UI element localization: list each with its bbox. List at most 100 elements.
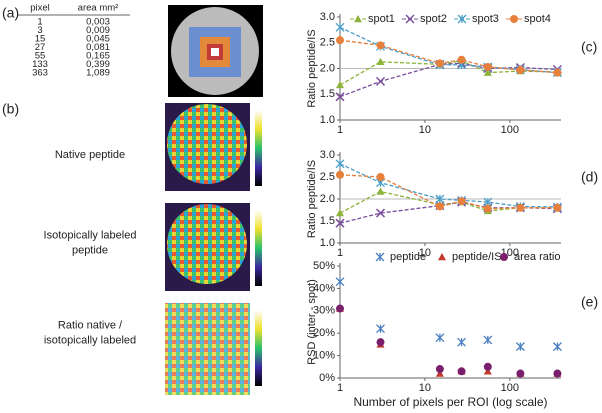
table-header: pixel — [30, 3, 50, 14]
legend-label: peptide — [390, 251, 426, 263]
heatmap-bg — [165, 303, 250, 395]
marker — [435, 202, 444, 211]
legend-marker — [500, 253, 508, 261]
y-tick-label: 30% — [313, 305, 335, 317]
y-axis-label: Ratio peptide/IS — [306, 160, 318, 238]
series-line — [339, 190, 558, 214]
panel-label: (c) — [581, 39, 597, 55]
legend-label: spot2 — [420, 13, 447, 25]
legend-label: peptide/IS — [452, 251, 502, 263]
marker — [435, 369, 444, 377]
series-line — [339, 163, 558, 208]
marker — [516, 66, 525, 75]
marker — [483, 362, 492, 371]
legend-label: spot3 — [472, 13, 499, 25]
heatmap — [165, 203, 262, 291]
colorbar — [255, 110, 262, 186]
panel-label: (b) — [2, 101, 19, 117]
panel-label: (e) — [581, 294, 598, 310]
marker — [335, 92, 345, 102]
marker — [483, 62, 492, 71]
x-tick-label: 100 — [501, 382, 519, 394]
x-axis-label: Number of pixels per ROI (log scale) — [353, 395, 547, 409]
marker — [375, 76, 386, 86]
marker — [335, 159, 345, 169]
table-cell: 15 — [35, 34, 46, 45]
colorbar — [255, 210, 262, 286]
legend-label: spot4 — [524, 13, 551, 25]
marker — [336, 36, 344, 45]
marker — [376, 187, 385, 195]
legend-marker — [375, 252, 385, 262]
image-label: isotopically labeled — [44, 334, 136, 346]
legend-label: spot1 — [368, 13, 395, 25]
series-line — [339, 201, 558, 224]
y-tick-label: 20% — [313, 327, 335, 339]
y-tick-label: 1.0 — [320, 114, 335, 126]
marker — [515, 342, 525, 352]
x-tick-label: 1 — [337, 247, 343, 259]
marker — [376, 338, 385, 347]
heatmap — [165, 303, 262, 395]
table-header: area mm² — [78, 3, 119, 14]
panel-label: (a) — [2, 5, 19, 21]
y-tick-label: 2.5 — [320, 171, 335, 183]
y-axis-label: Ratio peptide/IS — [306, 29, 318, 107]
marker — [336, 209, 344, 217]
table-cell: 0,165 — [86, 51, 110, 62]
marker — [336, 170, 344, 179]
table-cell: 363 — [32, 68, 48, 79]
y-tick-label: 2.0 — [320, 193, 335, 205]
marker — [336, 80, 344, 89]
heatmap-spot — [167, 204, 247, 284]
marker — [552, 342, 562, 352]
x-tick-label: 1 — [337, 382, 343, 394]
marker — [376, 173, 385, 181]
image-label: Native peptide — [55, 149, 125, 161]
marker — [335, 218, 345, 228]
marker — [483, 367, 492, 375]
y-tick-label: 10% — [313, 350, 335, 362]
marker — [457, 197, 466, 206]
marker — [375, 208, 386, 218]
marker — [553, 68, 562, 77]
marker — [457, 337, 467, 347]
legend-label: area ratio — [514, 251, 560, 263]
legend-marker — [405, 14, 415, 24]
y-tick-label: 2.5 — [320, 37, 335, 49]
marker — [483, 204, 492, 213]
table-cell: 0,003 — [86, 17, 110, 28]
marker — [335, 277, 345, 287]
y-tick-label: 0% — [319, 372, 335, 384]
roi-square — [211, 48, 219, 56]
legend-marker — [354, 15, 362, 23]
y-tick-label: 1.5 — [320, 88, 335, 100]
x-tick-label: 10 — [419, 124, 431, 136]
marker — [435, 194, 445, 204]
legend-marker — [438, 253, 446, 261]
x-tick-label: 10 — [419, 382, 431, 394]
y-tick-label: 40% — [313, 282, 335, 294]
table-cell: 55 — [35, 51, 46, 62]
marker — [435, 59, 444, 68]
marker — [376, 324, 385, 334]
x-tick-label: 100 — [501, 124, 519, 136]
marker — [553, 203, 562, 212]
table-cell: 3 — [37, 25, 42, 36]
y-tick-label: 3.0 — [320, 11, 335, 23]
marker — [553, 369, 562, 378]
x-tick-label: 10 — [419, 247, 431, 259]
marker — [335, 22, 345, 32]
marker — [483, 68, 492, 76]
marker — [336, 304, 344, 313]
image-label: Ratio native / — [58, 319, 123, 331]
marker — [376, 57, 385, 66]
panel-label: (d) — [581, 169, 598, 185]
colorbar — [255, 310, 262, 386]
image-label: peptide — [72, 244, 108, 256]
table-cell: 133 — [32, 59, 48, 70]
y-tick-label: 2.0 — [320, 62, 335, 74]
y-tick-label: 50% — [313, 260, 335, 272]
marker — [516, 203, 525, 212]
